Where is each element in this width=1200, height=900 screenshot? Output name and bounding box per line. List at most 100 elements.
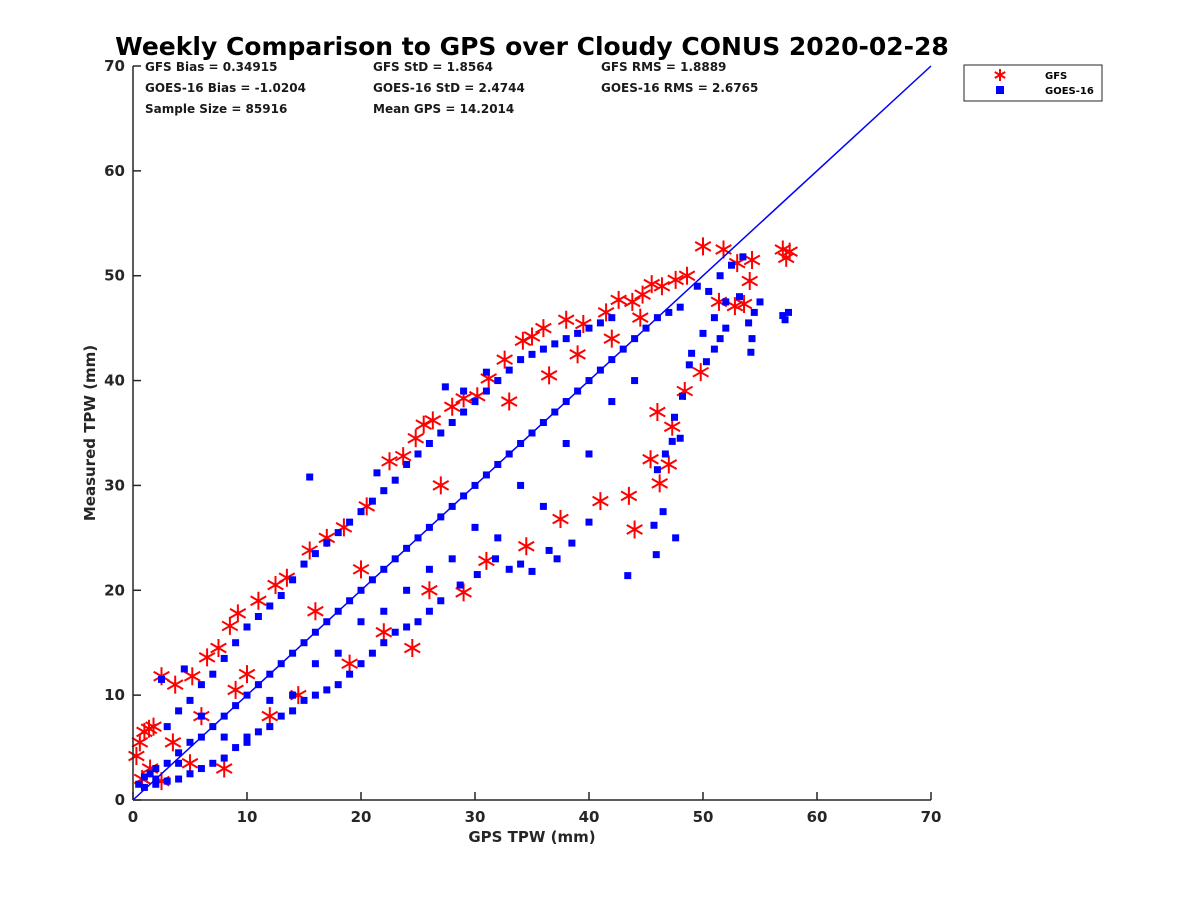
goes-16-point: [710, 345, 718, 353]
gfs-point: [407, 429, 425, 448]
goes-16-point: [357, 508, 365, 516]
gfs-point: [660, 455, 678, 474]
gfs-point: [229, 604, 247, 623]
gfs-point: [653, 277, 671, 296]
goes-16-point: [460, 408, 468, 416]
x-tick-label: 10: [237, 808, 258, 826]
gfs-point: [649, 403, 666, 422]
goes-16-point: [747, 348, 755, 356]
goes-16-point: [471, 398, 479, 406]
goes-16-point: [710, 314, 718, 322]
gfs-point: [741, 271, 759, 290]
goes-16-point: [781, 316, 789, 324]
goes-16-point: [574, 329, 582, 337]
y-tick-label: 0: [115, 791, 125, 809]
goes-16-point: [624, 572, 632, 580]
goes-16-point: [163, 777, 171, 785]
legend-label-goes: GOES-16: [1045, 86, 1094, 97]
gfs-point: [164, 733, 182, 752]
goes-16-point: [517, 560, 525, 568]
gfs-point: [626, 520, 643, 539]
gfs-point: [610, 290, 627, 309]
goes-16-point: [289, 576, 297, 584]
gfs-point: [634, 285, 651, 304]
legend: GFS GOES-16: [963, 64, 1103, 102]
goes-16-point: [545, 546, 553, 554]
chart-title: Weekly Comparison to GPS over Cloudy CON…: [115, 32, 949, 61]
goes-16-point: [175, 775, 183, 783]
gfs-point: [643, 275, 661, 294]
goes-16-point: [346, 670, 354, 678]
goes-16-point: [562, 439, 570, 447]
gfs-point: [726, 297, 744, 316]
gfs-point: [535, 319, 552, 338]
goes-16-point: [437, 597, 445, 605]
gfs-point: [592, 492, 609, 511]
goes-16-point: [323, 539, 331, 547]
goes-16-point: [585, 450, 593, 458]
goes-16-point: [391, 628, 399, 636]
goes-16-point: [448, 419, 456, 427]
legend-box: [963, 64, 1103, 102]
gfs-point: [432, 476, 450, 495]
gfs-point: [352, 560, 370, 579]
gfs-point: [777, 248, 795, 267]
gfs-point: [221, 616, 239, 635]
goes-16-point: [243, 738, 251, 746]
gfs-point: [651, 474, 669, 493]
goes-16-point: [243, 623, 251, 631]
goes-16-point: [425, 607, 433, 615]
goes-16-point: [517, 481, 525, 489]
gfs-point: [667, 270, 684, 289]
goes-16-point: [300, 560, 308, 568]
goes-16-point: [528, 350, 536, 358]
goes-16-point: [186, 696, 194, 704]
goes-16-point: [152, 780, 160, 788]
goes-16-point: [756, 298, 764, 306]
y-tick-label: 20: [104, 581, 125, 599]
goes-16-point: [482, 368, 490, 376]
goes-16-point: [311, 660, 319, 668]
gfs-point: [227, 680, 244, 699]
goes-16-point: [277, 712, 285, 720]
y-tick-label: 50: [104, 267, 125, 285]
goes-16-point: [414, 450, 422, 458]
goes-16-point: [528, 567, 536, 575]
gfs-point: [198, 648, 216, 667]
goes-16-point: [391, 476, 399, 484]
goes-16-point: [277, 592, 285, 600]
goes-16-point: [289, 691, 297, 699]
goes-16-point: [448, 555, 456, 563]
goes-16-point: [716, 272, 724, 280]
stat-gfs-std: GFS StD = 1.8564: [373, 60, 493, 74]
goes-16-point: [140, 783, 148, 791]
gfs-point: [421, 581, 438, 600]
stats-annotations: GFS Bias = 0.34915 GFS StD = 1.8564 GFS …: [145, 60, 758, 116]
goes-16-point: [722, 298, 730, 306]
plot-area: [128, 65, 932, 801]
gfs-point: [145, 717, 162, 736]
goes-16-point: [186, 770, 194, 778]
gfs-point: [692, 363, 710, 382]
goes-16-point: [437, 429, 445, 437]
goes-16-point: [197, 681, 205, 689]
goes-16-point: [197, 712, 205, 720]
goes-16-point: [414, 618, 422, 626]
goes-16-point: [685, 361, 693, 369]
goes-16-point: [702, 358, 710, 366]
stat-goes-std: GOES-16 StD = 2.4744: [373, 81, 525, 95]
goes-16-point: [699, 329, 707, 337]
legend-label-gfs: GFS: [1045, 71, 1067, 82]
goes-16-point: [456, 581, 464, 589]
gfs-point: [540, 366, 558, 385]
axes: 0 10 20 30 40 50 60 70 0 10 20 30 40 50 60 70: [104, 57, 941, 826]
goes-16-point: [368, 649, 376, 657]
y-tick-label: 40: [104, 372, 125, 390]
gfs-point: [307, 602, 324, 621]
goes-16-point: [678, 392, 686, 400]
x-tick-label: 50: [693, 808, 714, 826]
goes-16-point: [659, 508, 667, 516]
gfs-point: [496, 350, 513, 369]
